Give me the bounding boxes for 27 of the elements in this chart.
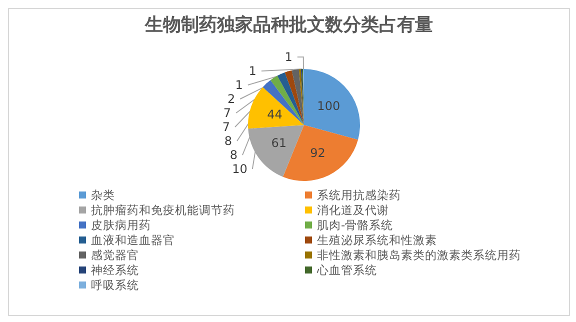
data-label: 1 xyxy=(284,50,292,64)
data-label: 61 xyxy=(271,136,286,150)
chart-title: 生物制药独家品种批文数分类占有量 xyxy=(144,14,433,36)
data-label: 1 xyxy=(248,64,256,78)
legend-label: 血液和造血器官 xyxy=(91,233,175,247)
data-label: 8 xyxy=(230,148,238,162)
data-label: 7 xyxy=(223,106,232,120)
legend-label: 非性激素和胰岛素类的激素类系统用药 xyxy=(317,248,521,262)
legend-label: 系统用抗感染药 xyxy=(317,188,401,202)
legend-label: 感觉器官 xyxy=(91,248,139,262)
legend-label: 杂类 xyxy=(91,188,115,202)
data-label: 1 xyxy=(235,78,243,92)
legend-label: 消化道及代谢 xyxy=(317,203,389,217)
legend-label: 皮肤病用药 xyxy=(91,218,151,232)
legend-label: 神经系统 xyxy=(91,263,139,277)
data-label: 8 xyxy=(224,134,232,148)
legend-label: 生殖泌尿系统和性激素 xyxy=(317,233,437,247)
data-label: 2 xyxy=(227,92,236,106)
data-label: 7 xyxy=(222,120,230,134)
data-label: 44 xyxy=(267,108,282,122)
legend-label: 抗肿瘤药和免疫机能调节药 xyxy=(91,203,235,217)
data-label: 92 xyxy=(310,146,326,160)
data-label: 10 xyxy=(232,162,248,176)
legend-label: 心血管系统 xyxy=(316,263,377,277)
legend-label: 肌肉-骨骼系统 xyxy=(317,218,394,232)
legend-label: 呼吸系统 xyxy=(91,278,139,292)
data-label: 100 xyxy=(317,99,340,114)
